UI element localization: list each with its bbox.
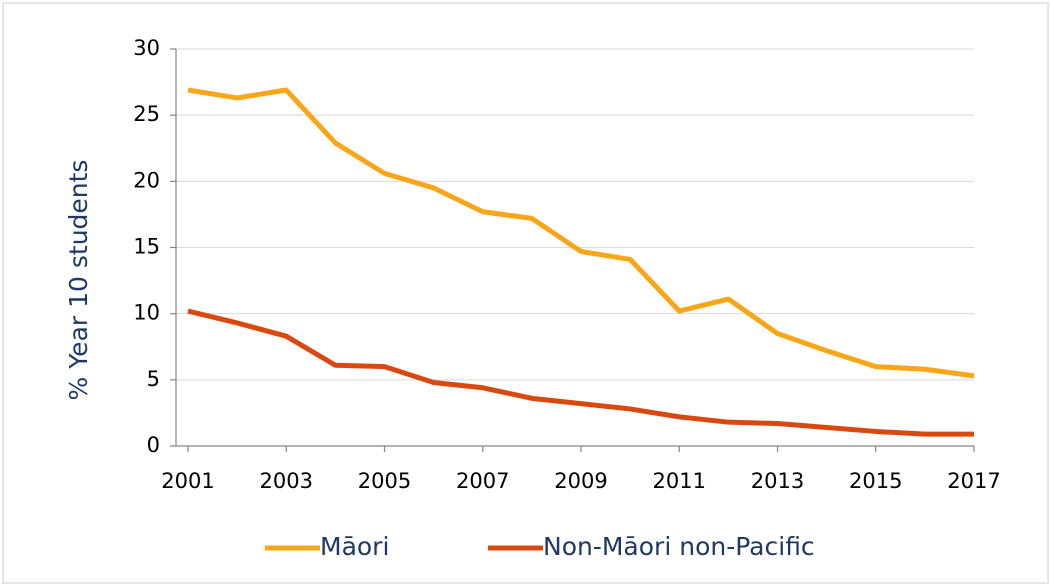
x-tick-label: 2001 <box>161 469 214 493</box>
y-tick-label: 15 <box>133 235 160 259</box>
legend-label: Māori <box>320 532 389 561</box>
x-tick-label: 2005 <box>358 469 411 493</box>
y-axis-label: % Year 10 students <box>64 160 93 401</box>
x-tick-label: 2017 <box>947 469 1000 493</box>
data-line <box>187 308 974 437</box>
y-tick-label: 30 <box>133 36 160 60</box>
x-tick-label: 2013 <box>751 469 804 493</box>
x-tick-label: 2011 <box>653 469 706 493</box>
x-tick-label: 2007 <box>456 469 509 493</box>
y-tick-label: 25 <box>133 102 160 126</box>
data-line <box>187 87 975 379</box>
y-tick-label: 10 <box>133 301 160 325</box>
x-tick-label: 2015 <box>849 469 902 493</box>
y-tick-label: 5 <box>147 367 160 391</box>
legend-label: Non-Māori non-Pacific <box>543 532 815 561</box>
y-tick-label: 20 <box>133 168 160 192</box>
x-tick-label: 2009 <box>554 469 607 493</box>
x-tick-label: 2003 <box>260 469 313 493</box>
y-tick-label: 0 <box>147 433 160 457</box>
